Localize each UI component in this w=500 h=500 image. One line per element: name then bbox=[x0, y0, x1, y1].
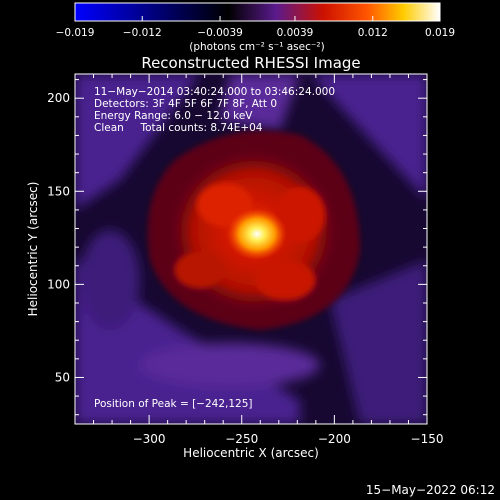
axis-ticks: −300 −250 −200 −150 50 100 150 200 bbox=[47, 74, 443, 446]
colorbar-tick-label: −0.0039 bbox=[197, 27, 243, 39]
y-tick-label: 150 bbox=[47, 184, 70, 198]
y-tick-label: 100 bbox=[47, 277, 70, 291]
x-tick-label: −250 bbox=[225, 432, 258, 446]
x-tick-label: −150 bbox=[411, 432, 444, 446]
flare-peak-core bbox=[227, 208, 287, 260]
y-axis-label: Heliocentric Y (arcsec) bbox=[26, 182, 40, 317]
chart-title: Reconstructed RHESSI Image bbox=[141, 54, 360, 72]
colorbar-tick-label: 0.0039 bbox=[277, 27, 314, 39]
annotation-energy: Energy Range: 6.0 − 12.0 keV bbox=[94, 110, 253, 122]
peak-position-label: Position of Peak = [−242,125] bbox=[94, 398, 253, 410]
colorbar-ticks: −0.019 −0.012 −0.0039 0.0039 0.012 0.019 bbox=[56, 16, 455, 39]
colorbar-tick-label: 0.012 bbox=[358, 27, 388, 39]
footer-timestamp: 15−May−2022 06:12 bbox=[366, 483, 495, 497]
annotation-detectors: Detectors: 3F 4F 5F 6F 7F 8F, Att 0 bbox=[94, 98, 277, 110]
annotation-counts: Clean Total counts: 8.74E+04 bbox=[94, 122, 263, 134]
colorbar-tick-label: 0.019 bbox=[425, 27, 455, 39]
y-tick-label: 50 bbox=[55, 370, 70, 384]
x-axis-label: Heliocentric X (arcsec) bbox=[183, 446, 319, 460]
x-tick-label: −300 bbox=[133, 432, 166, 446]
y-tick-label: 200 bbox=[47, 91, 70, 105]
heatmap-image bbox=[75, 74, 427, 424]
colorbar-tick-label: −0.012 bbox=[123, 27, 162, 39]
plot-frame bbox=[74, 73, 428, 425]
x-tick-label: −200 bbox=[318, 432, 351, 446]
colorbar-units: (photons cm⁻² s⁻¹ asec⁻²) bbox=[189, 41, 324, 53]
annotation-time-range: 11−May−2014 03:40:24.000 to 03:46:24.000 bbox=[94, 86, 335, 98]
colorbar bbox=[74, 2, 441, 22]
colorbar-tick-label: −0.019 bbox=[56, 27, 95, 39]
